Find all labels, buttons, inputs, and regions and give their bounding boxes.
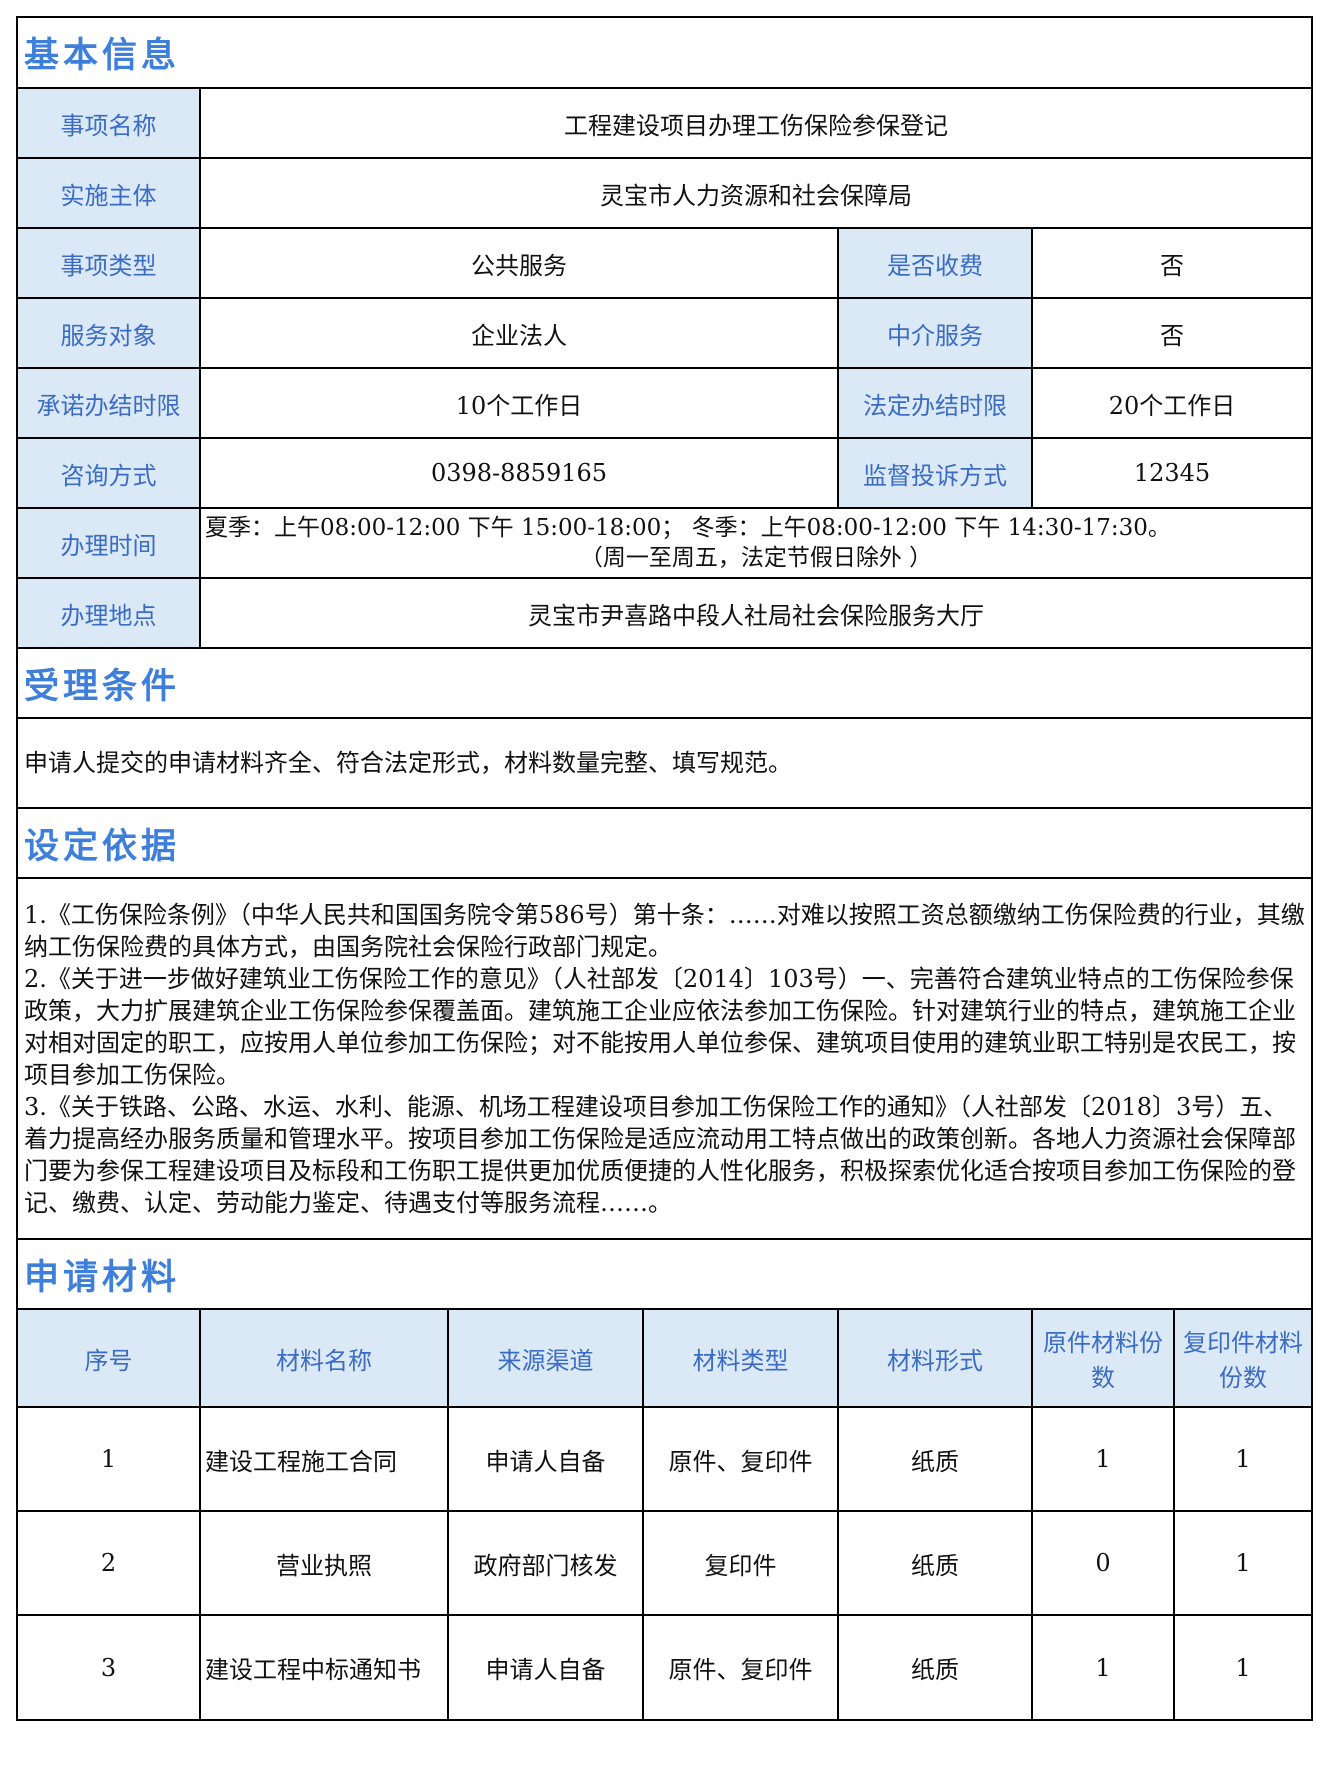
cell-index: 3 (18, 1614, 201, 1719)
value-item-name: 工程建设项目办理工伤保险参保登记 (199, 87, 1311, 159)
cell-form: 纸质 (837, 1510, 1033, 1616)
cell-type: 原件、复印件 (642, 1614, 839, 1719)
cell-copy-count: 1 (1173, 1510, 1311, 1616)
value-place: 灵宝市尹喜路中段人社局社会保险服务大厅 (199, 577, 1311, 649)
label-complaint: 监督投诉方式 (837, 437, 1033, 509)
col-header: 材料形式 (837, 1310, 1033, 1408)
cell-copy-count: 1 (1173, 1614, 1311, 1719)
col-header: 材料名称 (199, 1310, 449, 1408)
section-title-materials: 申请材料 (18, 1238, 1311, 1310)
cell-form: 纸质 (837, 1614, 1033, 1719)
basis-paragraph: 1.《工伤保险条例》（中华人民共和国国务院令第586号）第十条：……对难以按照工… (24, 900, 1305, 961)
label-hours: 办理时间 (18, 507, 201, 579)
basis-text: 1.《工伤保险条例》（中华人民共和国国务院令第586号）第十条：……对难以按照工… (18, 877, 1311, 1240)
label-type: 事项类型 (18, 227, 201, 299)
table-row: 1 建设工程施工合同 申请人自备 原件、复印件 纸质 1 1 (18, 1406, 1311, 1512)
table-row: 3 建设工程中标通知书 申请人自备 原件、复印件 纸质 1 1 (18, 1614, 1311, 1719)
col-header: 复印件材料份数 (1173, 1310, 1311, 1408)
value-consult: 0398-8859165 (199, 437, 839, 509)
value-hours: 夏季：上午08:00-12:00 下午 15:00-18:00； 冬季：上午08… (199, 507, 1311, 579)
value-subject: 灵宝市人力资源和社会保障局 (199, 157, 1311, 229)
col-header: 原件材料份数 (1031, 1310, 1175, 1408)
basic-info-table: 基本信息 事项名称 工程建设项目办理工伤保险参保登记 实施主体 灵宝市人力资源和社会… (18, 18, 1311, 1310)
hours-line-1: 夏季：上午08:00-12:00 下午 15:00-18:00； 冬季：上午08… (205, 515, 1171, 541)
label-legal: 法定办结时限 (837, 367, 1033, 439)
cell-source: 政府部门核发 (447, 1510, 644, 1616)
section-title-basic: 基本信息 (18, 18, 1311, 89)
label-subject: 实施主体 (18, 157, 201, 229)
basis-paragraph: 3.《关于铁路、公路、水运、水利、能源、机场工程建设项目参加工伤保险工作的通知》… (24, 1092, 1296, 1217)
table-row: 2 营业执照 政府部门核发 复印件 纸质 0 1 (18, 1510, 1311, 1616)
label-target: 服务对象 (18, 297, 201, 369)
cell-name: 建设工程中标通知书 (199, 1614, 449, 1719)
label-promise: 承诺办结时限 (18, 367, 201, 439)
cell-index: 2 (18, 1510, 201, 1616)
value-target: 企业法人 (199, 297, 839, 369)
cell-original-count: 0 (1031, 1510, 1175, 1616)
cell-copy-count: 1 (1173, 1406, 1311, 1512)
label-consult: 咨询方式 (18, 437, 201, 509)
cell-name: 营业执照 (199, 1510, 449, 1616)
cell-original-count: 1 (1031, 1614, 1175, 1719)
cell-source: 申请人自备 (447, 1614, 644, 1719)
value-promise: 10个工作日 (199, 367, 839, 439)
value-fee: 否 (1031, 227, 1311, 299)
hours-line-2: （周一至周五，法定节假日除外 ） (579, 545, 933, 571)
value-type: 公共服务 (199, 227, 839, 299)
cell-type: 原件、复印件 (642, 1406, 839, 1512)
section-title-basis: 设定依据 (18, 807, 1311, 879)
cell-index: 1 (18, 1406, 201, 1512)
label-fee: 是否收费 (837, 227, 1033, 299)
basis-paragraph: 2.《关于进一步做好建筑业工伤保险工作的意见》（人社部发〔2014〕103号）一… (24, 964, 1296, 1089)
cell-form: 纸质 (837, 1406, 1033, 1512)
label-item-name: 事项名称 (18, 87, 201, 159)
value-legal: 20个工作日 (1031, 367, 1311, 439)
service-info-document: 基本信息 事项名称 工程建设项目办理工伤保险参保登记 实施主体 灵宝市人力资源和社会… (16, 16, 1313, 1721)
cell-source: 申请人自备 (447, 1406, 644, 1512)
section-title-conditions: 受理条件 (18, 647, 1311, 719)
value-agency: 否 (1031, 297, 1311, 369)
label-agency: 中介服务 (837, 297, 1033, 369)
col-header: 序号 (18, 1310, 201, 1408)
value-complaint: 12345 (1031, 437, 1311, 509)
col-header: 材料类型 (642, 1310, 839, 1408)
cell-type: 复印件 (642, 1510, 839, 1616)
col-header: 来源渠道 (447, 1310, 644, 1408)
label-place: 办理地点 (18, 577, 201, 649)
cell-original-count: 1 (1031, 1406, 1175, 1512)
cell-name: 建设工程施工合同 (199, 1406, 449, 1512)
conditions-text: 申请人提交的申请材料齐全、符合法定形式，材料数量完整、填写规范。 (18, 717, 1311, 809)
materials-header-row: 序号 材料名称 来源渠道 材料类型 材料形式 原件材料份数 复印件材料份数 (18, 1310, 1311, 1408)
